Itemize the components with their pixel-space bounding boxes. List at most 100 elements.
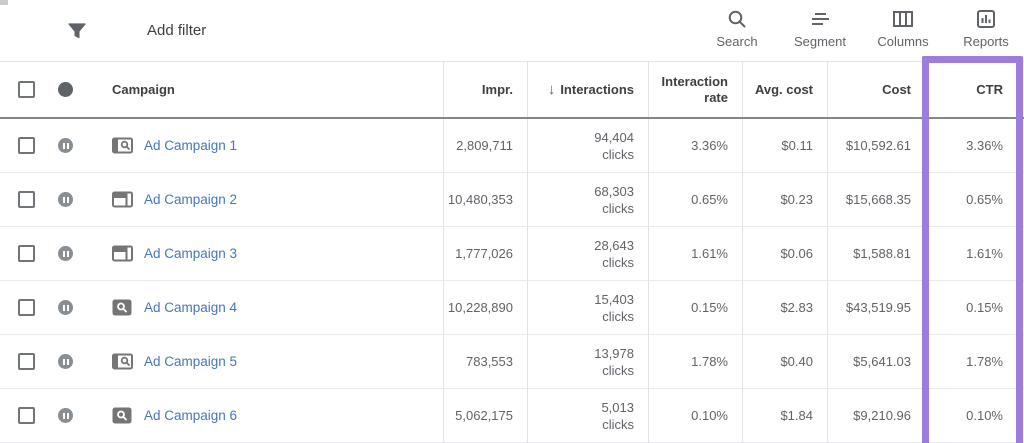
avg-cost-cell: $1.84: [742, 389, 827, 442]
paused-status-icon[interactable]: [58, 354, 73, 369]
campaign-cell: Ad Campaign 1: [0, 119, 443, 172]
interaction-rate-cell: 0.65%: [648, 173, 742, 226]
segment-button[interactable]: Segment: [788, 6, 852, 49]
paused-status-icon[interactable]: [58, 192, 73, 207]
sort-descending-icon: ↓: [547, 80, 556, 98]
paused-status-icon[interactable]: [58, 246, 73, 261]
table-header-row: Campaign Impr. ↓ Interactions Interactio…: [0, 62, 1024, 119]
campaign-type-icon: [112, 191, 134, 208]
campaign-link[interactable]: Ad Campaign 5: [144, 354, 238, 369]
column-header-avg-cost[interactable]: Avg. cost: [742, 62, 827, 117]
interactions-unit: clicks: [602, 200, 634, 216]
row-checkbox[interactable]: [18, 299, 35, 316]
filter-funnel-icon: [68, 22, 86, 38]
columns-button[interactable]: Columns: [871, 6, 935, 49]
interactions-value: 5,013: [601, 399, 634, 415]
column-header-ctr[interactable]: CTR: [925, 62, 1024, 117]
interactions-unit: clicks: [602, 254, 634, 270]
impressions-cell: 10,480,353: [443, 173, 527, 226]
table-row: Ad Campaign 1 2,809,711 94,404 clicks 3.…: [0, 119, 1024, 173]
interactions-cell: 13,978 clicks: [527, 335, 648, 388]
column-header-interaction-rate[interactable]: Interaction rate: [648, 62, 742, 117]
columns-label: Columns: [877, 34, 929, 49]
table-body: Ad Campaign 1 2,809,711 94,404 clicks 3.…: [0, 119, 1024, 443]
campaign-link[interactable]: Ad Campaign 6: [144, 408, 238, 423]
interactions-cell: 28,643 clicks: [527, 227, 648, 280]
cost-cell: $1,588.81: [827, 227, 925, 280]
column-header-interactions[interactable]: ↓ Interactions: [527, 62, 648, 117]
interactions-unit: clicks: [602, 308, 634, 324]
table-row: Ad Campaign 5 783,553 13,978 clicks 1.78…: [0, 335, 1024, 389]
campaign-cell: Ad Campaign 2: [0, 173, 443, 226]
campaign-cell: Ad Campaign 4: [0, 281, 443, 334]
interaction-rate-cell: 0.15%: [648, 281, 742, 334]
cost-cell: $9,210.96: [827, 389, 925, 442]
table-toolbar: Add filter Search: [0, 0, 1024, 62]
add-filter-button[interactable]: Add filter: [0, 20, 206, 42]
interaction-rate-cell: 1.61%: [648, 227, 742, 280]
table-row: Ad Campaign 6 5,062,175 5,013 clicks 0.1…: [0, 389, 1024, 443]
ctr-cell: 3.36%: [925, 119, 1024, 172]
ctr-cell: 0.65%: [925, 173, 1024, 226]
campaign-header-cell: Campaign: [0, 62, 443, 117]
campaign-table: Campaign Impr. ↓ Interactions Interactio…: [0, 62, 1024, 443]
interactions-value: 68,303: [594, 183, 634, 199]
row-checkbox[interactable]: [18, 245, 35, 262]
reports-label: Reports: [963, 34, 1009, 49]
impressions-cell: 5,062,175: [443, 389, 527, 442]
row-checkbox[interactable]: [18, 137, 35, 154]
interactions-cell: 94,404 clicks: [527, 119, 648, 172]
interactions-value: 15,403: [594, 291, 634, 307]
column-header-cost[interactable]: Cost: [827, 62, 925, 117]
cost-cell: $43,519.95: [827, 281, 925, 334]
campaign-type-icon: [112, 299, 134, 316]
screenshot-artifact: [0, 0, 8, 5]
reports-button[interactable]: Reports: [954, 6, 1018, 49]
avg-cost-cell: $0.40: [742, 335, 827, 388]
toolbar-actions: Search Segment: [705, 6, 1018, 49]
interactions-cell: 15,403 clicks: [527, 281, 648, 334]
row-checkbox[interactable]: [18, 191, 35, 208]
campaign-type-icon: [112, 245, 134, 262]
status-column-icon: [58, 82, 73, 97]
ctr-cell: 0.15%: [925, 281, 1024, 334]
campaign-link[interactable]: Ad Campaign 3: [144, 246, 238, 261]
add-filter-label[interactable]: Add filter: [147, 22, 207, 39]
campaign-link[interactable]: Ad Campaign 1: [144, 138, 238, 153]
cost-cell: $10,592.61: [827, 119, 925, 172]
table-row: Ad Campaign 4 10,228,890 15,403 clicks 0…: [0, 281, 1024, 335]
search-button[interactable]: Search: [705, 6, 769, 49]
interaction-rate-cell: 1.78%: [648, 335, 742, 388]
columns-icon: [891, 6, 915, 32]
column-header-impressions[interactable]: Impr.: [443, 62, 527, 117]
paused-status-icon[interactable]: [58, 300, 73, 315]
ctr-cell: 1.61%: [925, 227, 1024, 280]
avg-cost-cell: $0.06: [742, 227, 827, 280]
column-header-campaign[interactable]: Campaign: [112, 81, 175, 97]
segment-label: Segment: [793, 34, 847, 49]
impressions-cell: 783,553: [443, 335, 527, 388]
table-row: Ad Campaign 3 1,777,026 28,643 clicks 1.…: [0, 227, 1024, 281]
cost-cell: $5,641.03: [827, 335, 925, 388]
campaign-link[interactable]: Ad Campaign 4: [144, 300, 238, 315]
interactions-unit: clicks: [602, 362, 634, 378]
ctr-cell: 1.78%: [925, 335, 1024, 388]
select-all-checkbox[interactable]: [18, 81, 35, 98]
row-checkbox[interactable]: [18, 353, 35, 370]
campaign-link[interactable]: Ad Campaign 2: [144, 192, 238, 207]
cost-cell: $15,668.35: [827, 173, 925, 226]
interaction-rate-cell: 0.10%: [648, 389, 742, 442]
interactions-value: 13,978: [594, 345, 634, 361]
avg-cost-cell: $0.23: [742, 173, 827, 226]
avg-cost-cell: $0.11: [742, 119, 827, 172]
search-label: Search: [716, 34, 758, 49]
campaign-type-icon: [112, 407, 134, 424]
row-checkbox[interactable]: [18, 407, 35, 424]
impressions-cell: 1,777,026: [443, 227, 527, 280]
impressions-cell: 2,809,711: [443, 119, 527, 172]
interactions-cell: 5,013 clicks: [527, 389, 648, 442]
paused-status-icon[interactable]: [58, 138, 73, 153]
paused-status-icon[interactable]: [58, 408, 73, 423]
interactions-cell: 68,303 clicks: [527, 173, 648, 226]
